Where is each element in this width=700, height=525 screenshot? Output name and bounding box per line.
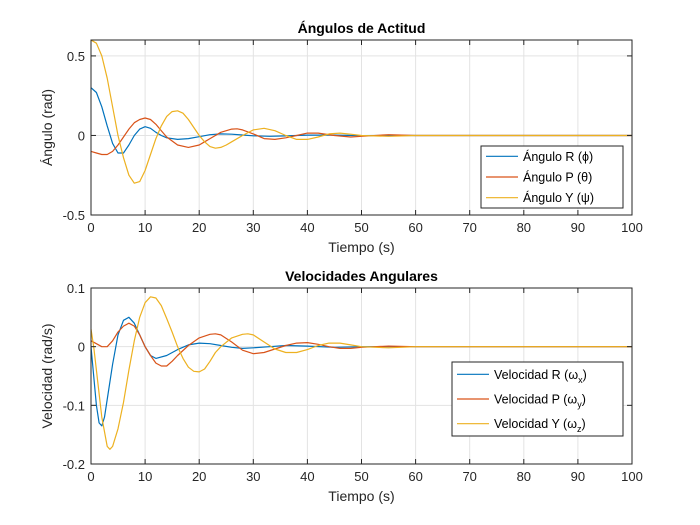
y-tick-label: 0.1: [67, 281, 85, 296]
x-tick-label: 50: [354, 469, 368, 484]
y-tick-label: 0.5: [67, 49, 85, 64]
x-tick-label: 40: [300, 220, 314, 235]
attitude-angles-axes: 0 10 20 30 40 50 60 70 80 90 100-0.500.5 Ángulos d…: [39, 20, 643, 255]
y-axis-label: Velocidad (rad/s): [39, 323, 55, 428]
series-line-2: [91, 40, 632, 184]
x-tick-label: 90: [571, 469, 585, 484]
x-tick-label: 30: [246, 220, 260, 235]
x-axis-label: Tiempo (s): [328, 488, 394, 504]
legend-label: Ángulo R (ϕ): [523, 149, 593, 164]
x-tick-label: 50: [354, 220, 368, 235]
tick-labels: 0 10 20 30 40 50 60 70 80 90 100 -0.2 -0.1 0 0.1: [63, 281, 643, 484]
y-tick-label: -0.2: [63, 457, 85, 472]
x-tick-label: 0: [87, 469, 94, 484]
y-tick-label: -0.1: [63, 398, 85, 413]
angular-velocities-axes: 0 10 20 30 40 50 60 70 80 90 100 -0.2 -0.1 0 0.1 Veloc…: [39, 268, 643, 504]
legend-label: Velocidad P (ωy): [494, 393, 586, 410]
series-lines: [91, 296, 632, 450]
legend-label: Ángulo Y (ψ): [523, 190, 594, 205]
x-tick-label: 20: [192, 220, 206, 235]
tick-labels: 0 10 20 30 40 50 60 70 80 90 100-0.500.5: [63, 40, 643, 235]
x-tick-label: 20: [192, 469, 206, 484]
y-axis-label: Ángulo (rad): [39, 89, 55, 166]
x-tick-label: 70: [462, 469, 476, 484]
legend-subscript: x: [578, 375, 583, 385]
x-tick-label: 80: [517, 220, 531, 235]
legend-label: Ángulo P (θ): [523, 170, 592, 185]
legend-subscript: y: [577, 400, 582, 410]
legend-label: Velocidad R (ωx): [494, 368, 587, 385]
x-tick-label: 0: [87, 220, 94, 235]
x-tick-label: 80: [517, 469, 531, 484]
x-tick-label: 100: [621, 220, 643, 235]
x-tick-label: 10: [138, 469, 152, 484]
x-tick-label: 10: [138, 220, 152, 235]
chart-title: Velocidades Angulares: [285, 268, 438, 284]
series-line-1: [91, 322, 632, 367]
x-tick-label: 60: [408, 220, 422, 235]
x-tick-label: 90: [571, 220, 585, 235]
x-tick-label: 30: [246, 469, 260, 484]
y-tick-label: -0.5: [63, 208, 85, 223]
x-tick-label: 60: [408, 469, 422, 484]
x-tick-label: 100: [621, 469, 643, 484]
x-axis-label: Tiempo (s): [328, 239, 394, 255]
x-tick-label: 70: [462, 220, 476, 235]
legend-subscript: z: [577, 424, 582, 434]
legend-label: Velocidad Y (ωz): [494, 417, 586, 434]
legend: Velocidad R (ωx) Velocidad P (ωy) Velocida…: [451, 361, 624, 437]
y-tick-label: 0: [78, 340, 85, 355]
legend: Ángulo R (ϕ) Ángulo P (θ) Ángulo Y (ψ): [480, 145, 624, 209]
series-lines: [91, 40, 632, 184]
series-line-1: [91, 117, 632, 156]
series-line-2: [91, 296, 632, 450]
chart-title: Ángulos de Actitud: [298, 20, 426, 36]
y-tick-label: 0: [78, 128, 85, 143]
x-tick-label: 40: [300, 469, 314, 484]
